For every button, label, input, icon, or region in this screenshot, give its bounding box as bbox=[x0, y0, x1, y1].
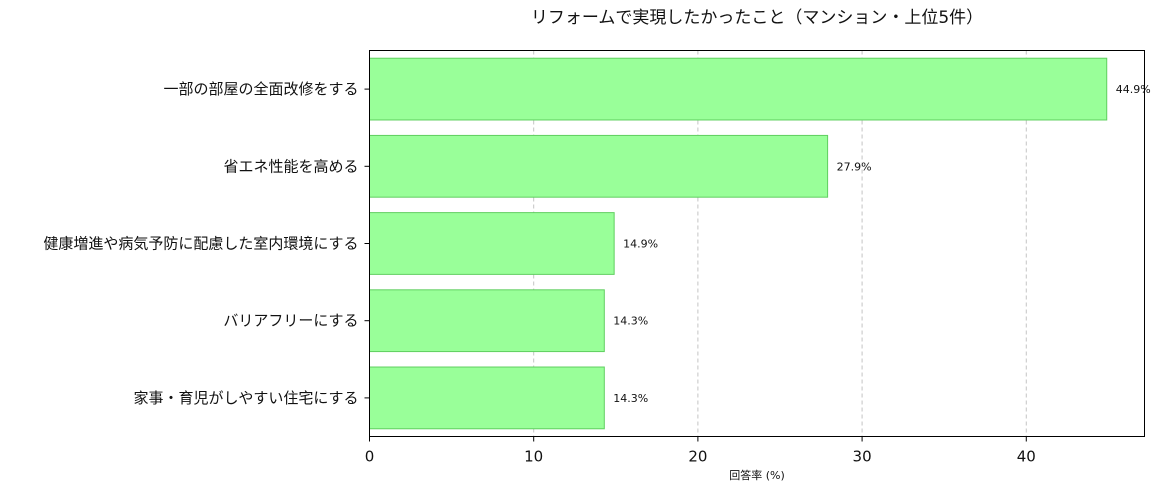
x-axis-label: 回答率 (%) bbox=[729, 468, 785, 482]
bar-3 bbox=[369, 289, 605, 353]
category-label-0: 一部の部屋の全面改修をする bbox=[163, 80, 358, 98]
data-label-3: 14.3% bbox=[613, 315, 648, 328]
data-label-1: 27.9% bbox=[837, 160, 872, 173]
x-tick-label-2: 20 bbox=[688, 448, 707, 466]
x-tick-label-4: 40 bbox=[1017, 448, 1036, 466]
x-tick-label-0: 0 bbox=[365, 448, 375, 466]
bar-0 bbox=[369, 57, 1108, 121]
data-label-4: 14.3% bbox=[613, 392, 648, 405]
data-label-0: 44.9% bbox=[1116, 83, 1151, 96]
category-label-4: 家事・育児がしやすい住宅にする bbox=[133, 389, 358, 407]
bar-4 bbox=[369, 366, 605, 430]
x-tick-label-1: 10 bbox=[524, 448, 543, 466]
category-label-1: 省エネ性能を高める bbox=[223, 157, 358, 175]
data-label-2: 14.9% bbox=[623, 238, 658, 251]
x-axis-ticks: 0 10 20 30 40 bbox=[365, 436, 1036, 466]
bar-2 bbox=[369, 212, 615, 275]
y-axis-categories: 一部の部屋の全面改修をする省エネ性能を高める健康増進や病気予防に配慮した室内環境… bbox=[43, 80, 370, 407]
bars: 44.9% 27.9% 14.9% 14.3% 14.3% bbox=[369, 57, 1151, 430]
x-tick-label-3: 30 bbox=[853, 448, 872, 466]
category-label-2: 健康増進や病気予防に配慮した室内環境にする bbox=[43, 235, 358, 253]
bar-1 bbox=[369, 134, 829, 198]
category-label-3: バリアフリーにする bbox=[223, 312, 358, 330]
chart-title: リフォームで実現したかったこと（マンション・上位5件） bbox=[531, 8, 983, 28]
